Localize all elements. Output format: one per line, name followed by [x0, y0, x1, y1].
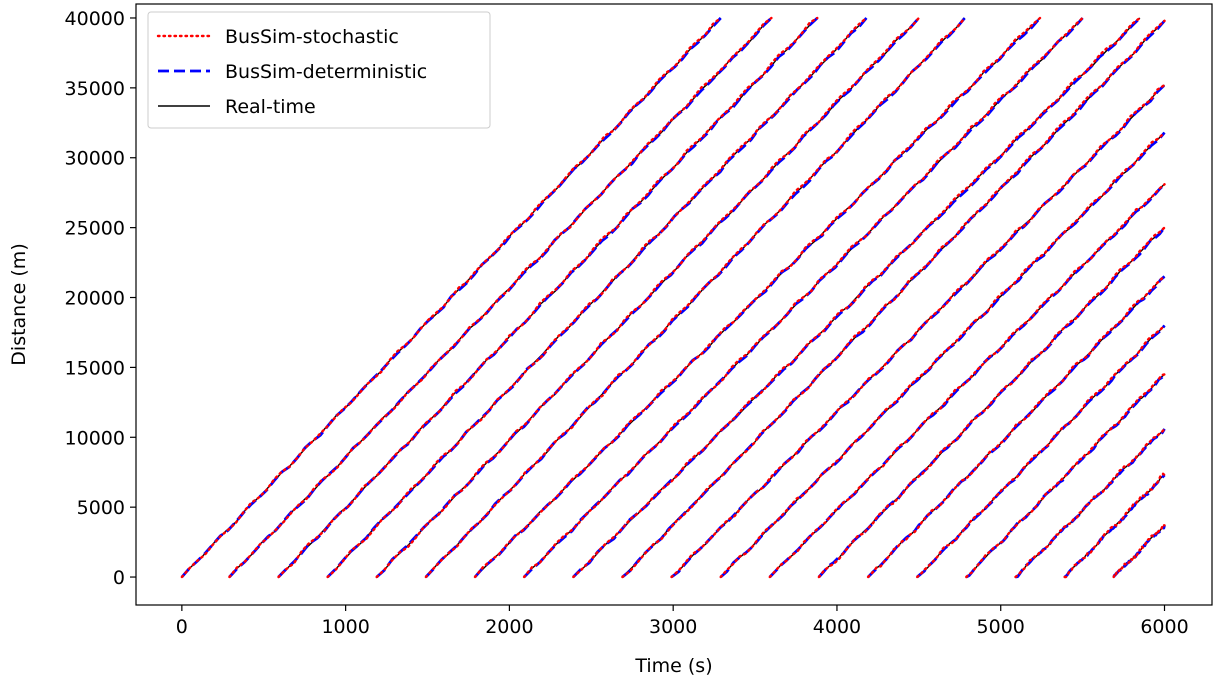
trip-6-stochastic-line	[424, 16, 966, 579]
y-tick-label: 30000	[65, 148, 125, 170]
y-tick-label: 40000	[65, 8, 125, 30]
trip-12-stochastic-line	[719, 131, 1166, 579]
x-axis-label: Time (s)	[634, 655, 712, 677]
legend-label-stochastic: BusSim-stochastic	[225, 26, 399, 48]
trip-13-stochastic-line	[768, 183, 1166, 579]
x-tick-label: 2000	[485, 616, 533, 638]
legend: BusSim-stochastic BusSim-deterministic R…	[147, 11, 491, 129]
x-tick-label: 6000	[1140, 616, 1188, 638]
trip-17-stochastic-line	[965, 373, 1166, 579]
x-tick-label: 3000	[649, 616, 697, 638]
trip-7-stochastic-line	[473, 16, 1042, 579]
y-axis-label: Distance (m)	[8, 243, 30, 365]
legend-box	[147, 11, 491, 129]
legend-label-real-time: Real-time	[225, 96, 316, 118]
y-tick-label: 35000	[65, 78, 125, 100]
y-tick-label: 20000	[65, 288, 125, 310]
trip-18-stochastic-line	[1014, 427, 1166, 579]
trip-5-stochastic-line	[375, 16, 920, 579]
trip-14-stochastic-line	[817, 226, 1166, 579]
y-tick-label: 10000	[65, 427, 125, 449]
trip-9-stochastic-line	[572, 16, 1142, 579]
x-tick-label: 1000	[321, 616, 369, 638]
series-layer	[180, 16, 1166, 579]
y-tick-label: 25000	[65, 218, 125, 240]
y-tick-label: 5000	[77, 497, 125, 519]
trip-10-stochastic-line	[621, 19, 1166, 579]
trip-1-stochastic-line	[180, 16, 722, 579]
trip-11-stochastic-line	[670, 83, 1166, 579]
trip-3-stochastic-line	[277, 16, 819, 579]
legend-label-deterministic: BusSim-deterministic	[225, 61, 427, 83]
trip-2-stochastic-line	[228, 16, 773, 579]
trip-20-stochastic-line	[1112, 524, 1166, 579]
x-tick-label: 0	[176, 616, 188, 638]
y-tick-label: 15000	[65, 357, 125, 379]
y-tick-label: 0	[113, 567, 125, 589]
plot-frame	[135, 3, 1213, 606]
x-tick-label: 5000	[977, 616, 1025, 638]
trip-4-stochastic-line	[326, 16, 868, 579]
trip-19-stochastic-line	[1063, 472, 1166, 579]
trip-8-stochastic-line	[522, 16, 1084, 579]
trip-15-stochastic-line	[866, 275, 1166, 579]
x-tick-label: 4000	[813, 616, 861, 638]
axis-ticks: 0 1000 2000 3000 4000 5000 6000 0 5000 10000 15000…	[65, 8, 1189, 638]
trip-16-stochastic-line	[916, 324, 1166, 579]
